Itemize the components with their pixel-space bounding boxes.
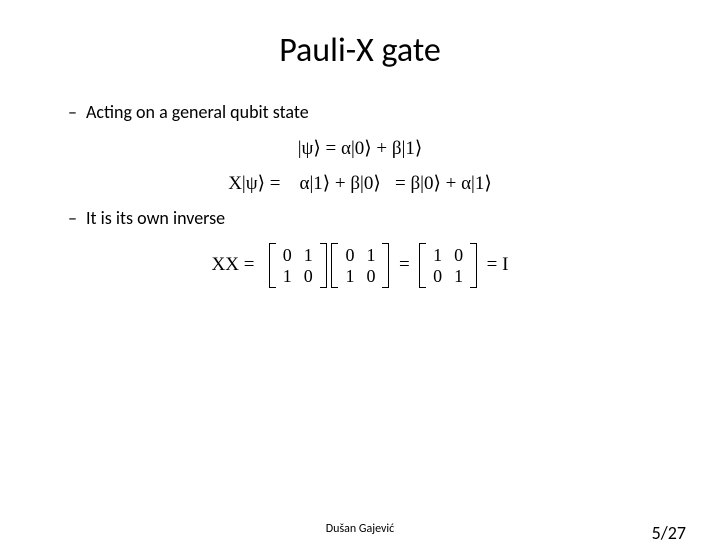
bullet-item: It is its own inverse [68,207,672,229]
page-title: Pauli-X gate [48,30,672,71]
equation-text: = β|0⟩ + α|1⟩ [395,172,492,195]
bullet-list: Acting on a general qubit state [48,101,672,123]
equation-xx: XX = 01 10 01 10 = 10 01 = I [48,243,672,288]
equation-text: α|1⟩ + β|0⟩ [300,172,381,195]
matrix-cell: 1 [427,245,448,266]
slide: Pauli-X gate Acting on a general qubit s… [0,0,720,540]
equation-psi: |ψ⟩ = α|0⟩ + β|1⟩ [48,137,672,160]
page-number: 5/27 [652,522,686,544]
equation-text: XX = [212,254,255,276]
matrix-cell: 0 [277,245,298,266]
equals-sign: = [399,254,410,276]
equation-xpsi: X|ψ⟩ = α|1⟩ + β|0⟩ = β|0⟩ + α|1⟩ [48,172,672,195]
bullet-list: It is its own inverse [48,207,672,229]
bullet-item: Acting on a general qubit state [68,101,672,123]
matrix-cell: 1 [298,245,319,266]
matrix-cell: 1 [277,266,298,287]
matrix-cell: 1 [339,266,360,287]
matrix-3: 10 01 [419,243,477,288]
author-name: Dušan Gajević [326,522,395,536]
matrix-cell: 0 [339,245,360,266]
matrix-cell: 0 [427,266,448,287]
matrix-cell: 1 [448,266,469,287]
matrix-cell: 0 [448,245,469,266]
equation-text: = I [487,254,509,276]
matrix-cell: 0 [360,266,381,287]
matrix-cell: 1 [360,245,381,266]
matrix-1: 01 10 [269,243,327,288]
matrix-2: 01 10 [331,243,389,288]
equation-text: X|ψ⟩ = [228,172,280,195]
matrix-cell: 0 [298,266,319,287]
equation-text: |ψ⟩ = α|0⟩ + β|1⟩ [298,137,423,160]
